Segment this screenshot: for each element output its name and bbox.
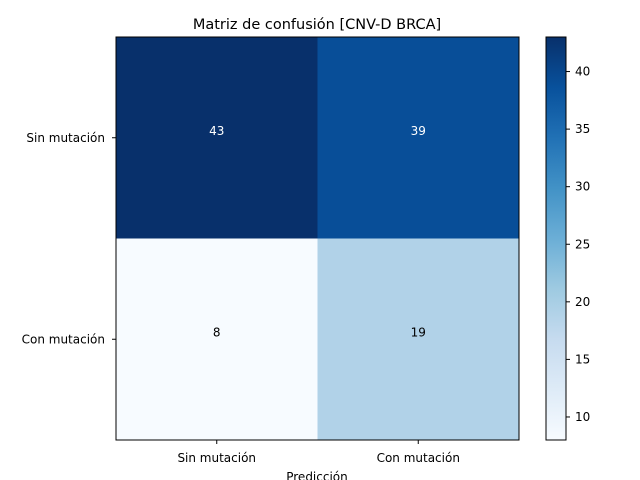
x-axis-ticks: Sin mutación Con mutación — [177, 440, 460, 465]
heatmap-cell — [317, 37, 519, 239]
x-tick-label: Sin mutación — [177, 451, 256, 465]
colorbar-tick-label: 10 — [575, 410, 590, 424]
colorbar-tick-label: 20 — [575, 295, 590, 309]
colorbar — [546, 37, 566, 440]
heatmap-cell — [116, 37, 318, 239]
heatmap-cell — [116, 238, 318, 440]
colorbar-tick-label: 15 — [575, 352, 590, 366]
colorbar-frame — [545, 36, 567, 441]
y-tick-label: Con mutación — [22, 332, 105, 346]
heatmap-cell — [317, 238, 519, 440]
heatmap-cells — [116, 37, 519, 440]
chart-title: Matriz de confusión [CNV-D BRCA] — [193, 17, 441, 33]
cell-value-label: 39 — [411, 124, 426, 138]
colorbar-ticks: 10 15 20 25 30 35 40 — [566, 65, 590, 424]
cell-value-label: 19 — [411, 325, 426, 339]
colorbar-tick-label: 25 — [575, 237, 590, 251]
colorbar-tick-label: 35 — [575, 122, 590, 136]
colorbar-tick-label: 30 — [575, 180, 590, 194]
y-tick-label: Sin mutación — [26, 131, 105, 145]
cell-value-label: 8 — [213, 325, 221, 339]
x-tick-label: Con mutación — [377, 451, 460, 465]
plot-frame — [115, 36, 520, 441]
heatmap-cell-labels: 43 39 8 19 — [209, 124, 426, 340]
y-axis-ticks: Sin mutación Con mutación — [22, 131, 116, 346]
colorbar-tick-label: 40 — [575, 65, 590, 79]
cell-value-label: 43 — [209, 124, 224, 138]
x-axis-label: Predicción — [286, 470, 348, 480]
